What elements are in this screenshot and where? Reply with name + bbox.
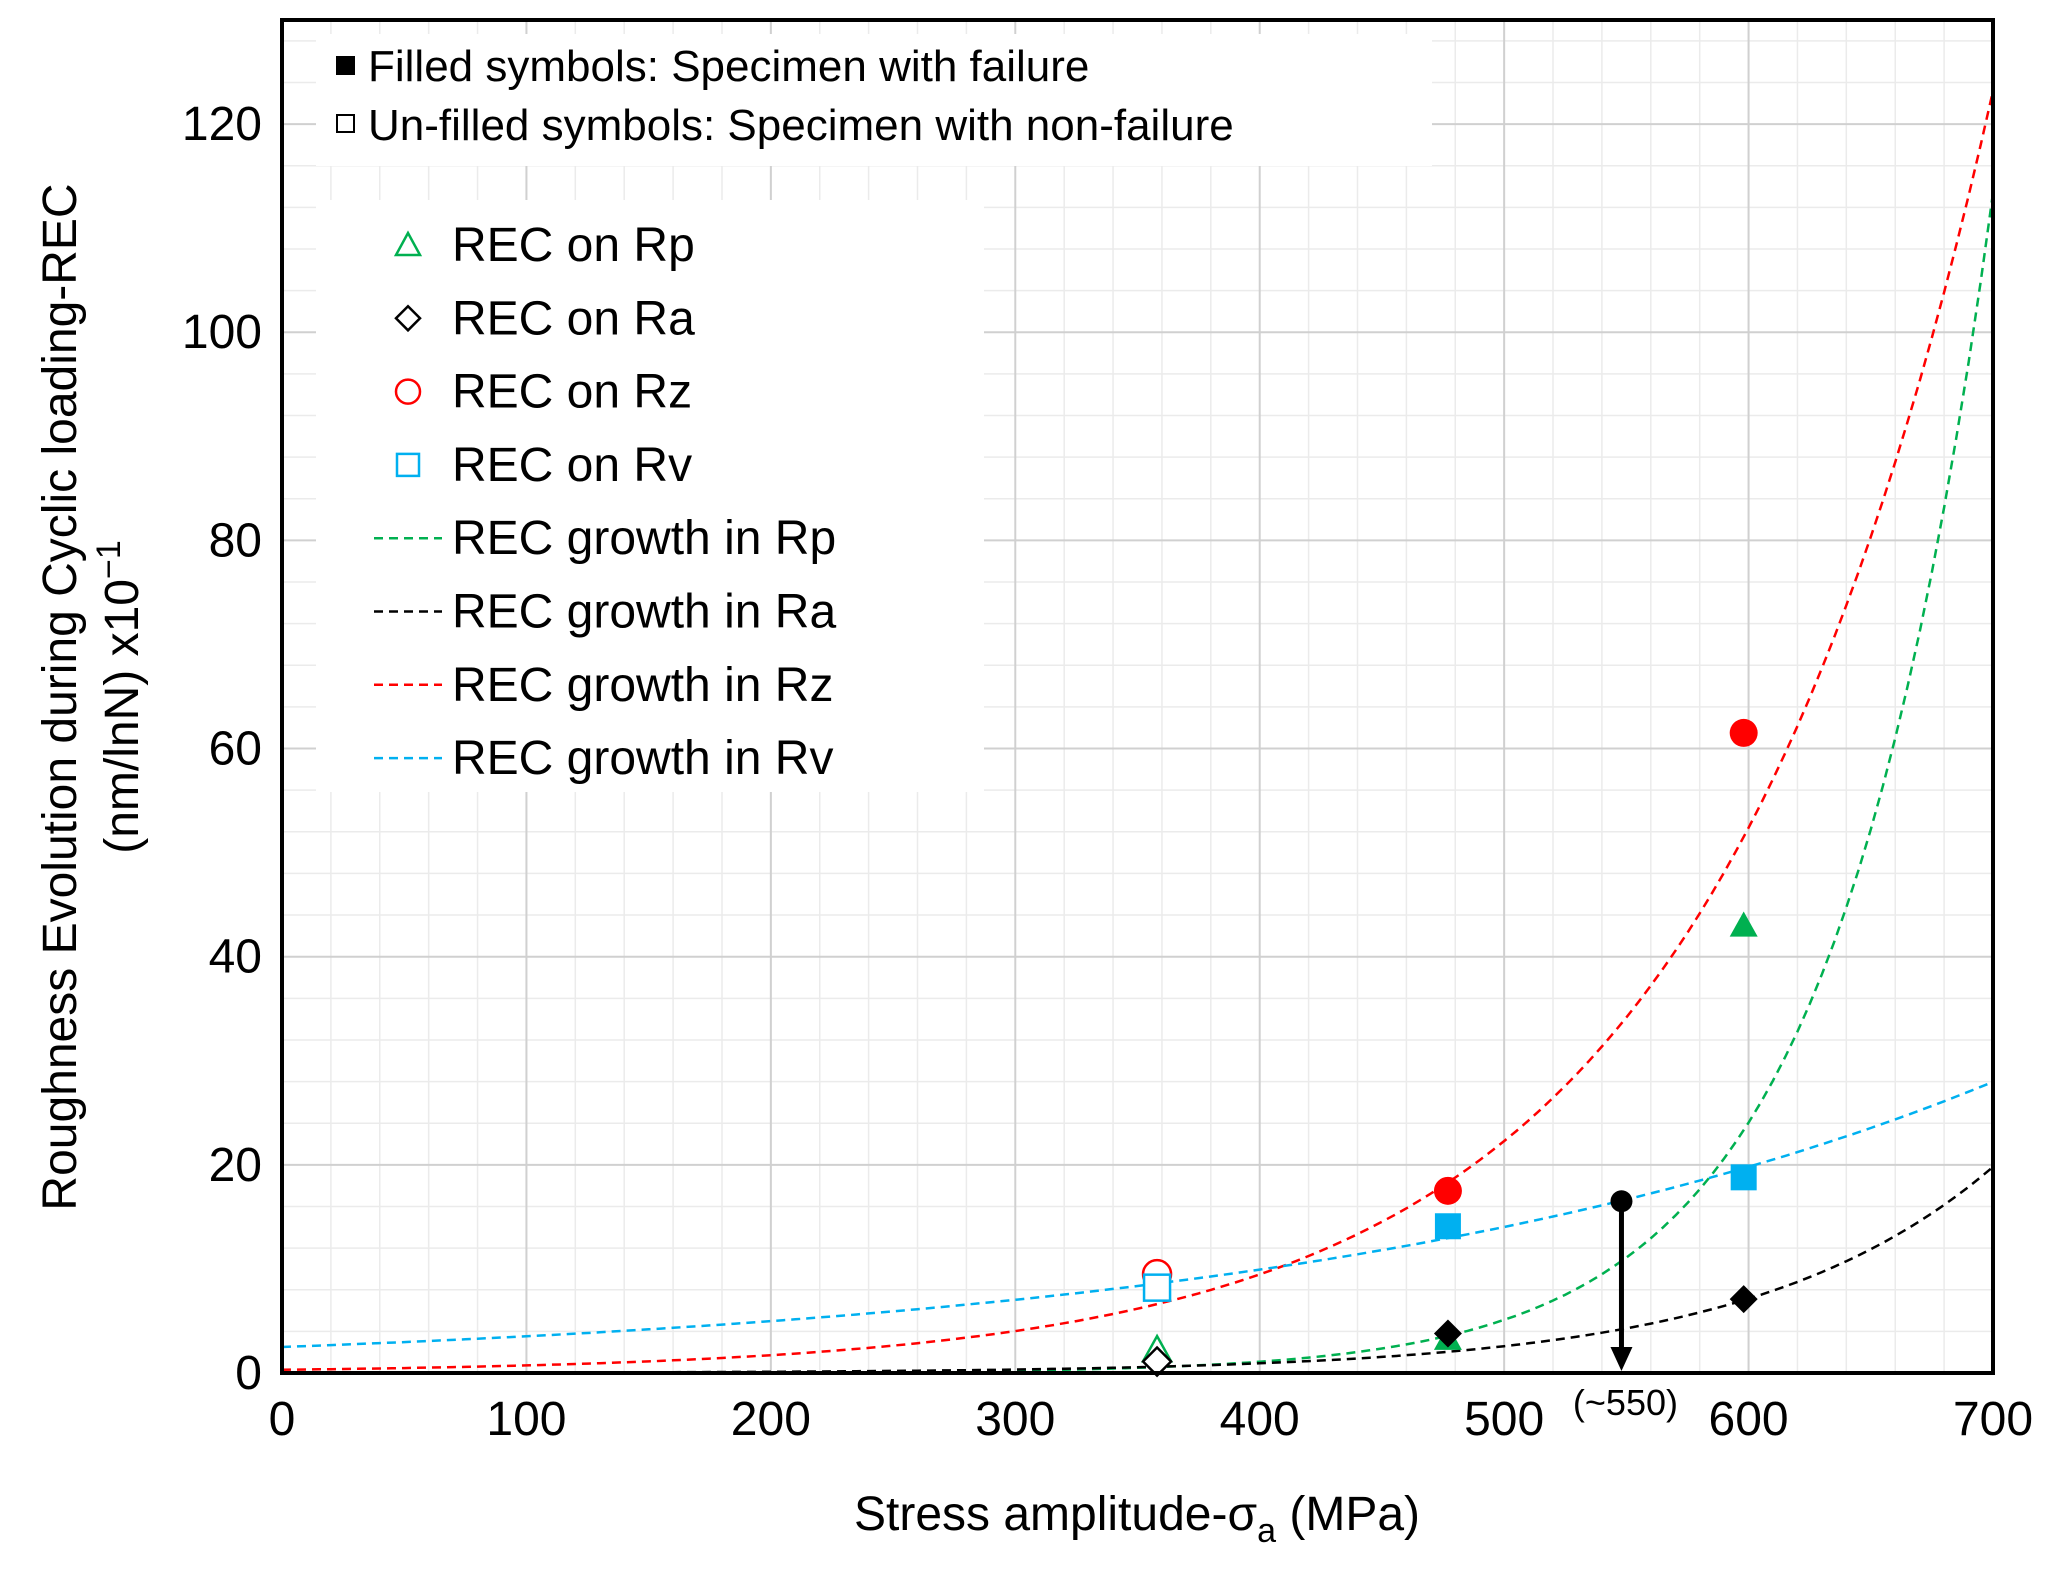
legend-marker-Ra [394, 304, 422, 333]
annotation-layer: (~550) [1573, 1190, 1678, 1423]
point-Rv [1434, 1213, 1461, 1240]
legend-entries: REC on Rp REC on Ra REC on Rz REC on Rv REC … [374, 219, 836, 785]
trendline-Rv [281, 1080, 1994, 1349]
legend-label-growth-Ra: REC growth in Ra [452, 586, 836, 639]
x-tick-label: 500 [1464, 1393, 1544, 1446]
x-tick-label: 100 [486, 1393, 566, 1446]
x-tick-label: 300 [975, 1393, 1055, 1446]
point-Rv [1142, 1273, 1172, 1302]
y-tick-label: 120 [182, 98, 262, 151]
point-Ra [1141, 1345, 1173, 1378]
y-tick-label: 100 [182, 306, 262, 359]
legend-note-unfilled: Un-filled symbols: Specimen with non-fai… [336, 101, 1234, 150]
plot-area-border [280, 18, 1995, 1375]
annotation-label: (~550) [1573, 1382, 1678, 1423]
x-tick-label: 600 [1709, 1393, 1789, 1446]
legend-label-growth-Rz: REC growth in Rz [452, 659, 833, 712]
marker-layer [1140, 718, 1758, 1378]
y-axis-title-line2: (nm/lnN) x10−1 [90, 540, 149, 854]
legend-label-growth-Rv: REC growth in Rv [452, 732, 833, 785]
point-Rz [1433, 1176, 1462, 1205]
y-tick-label: 60 [209, 723, 262, 776]
y-axis-title-line1: Roughness Evolution during Cyclic loadin… [34, 183, 87, 1210]
legend-note-background [316, 34, 1432, 166]
unfilled-square-icon [336, 114, 355, 133]
x-tick-label: 700 [1953, 1393, 2033, 1446]
x-tick-labels: 0 100 200 300 400 500 600 700 [269, 1393, 2033, 1446]
filled-square-icon [336, 56, 355, 75]
legend-marker-Rp [393, 230, 423, 257]
legend-background [316, 200, 984, 792]
y-tick-label: 0 [235, 1347, 262, 1400]
y-tick-label: 20 [209, 1139, 262, 1192]
point-Rp [1729, 911, 1758, 937]
legend-marker-Rv [395, 452, 421, 478]
legend-label-Rp: REC on Rp [452, 219, 695, 272]
legend-note-unfilled-text: Un-filled symbols: Specimen with non-fai… [368, 101, 1234, 150]
legend [316, 34, 1432, 792]
trendline-Rz [281, 90, 1995, 1372]
legend-label-Ra: REC on Ra [452, 292, 695, 345]
x-axis-title: Stress amplitude-σa (MPa) [854, 1488, 1420, 1550]
legend-note-filled: Filled symbols: Specimen with failure [336, 42, 1089, 91]
x-tick-label: 0 [269, 1393, 296, 1446]
y-tick-label: 40 [209, 931, 262, 984]
y-tick-labels: 0 20 40 60 80 100 120 [182, 98, 262, 1400]
y-tick-label: 80 [209, 514, 262, 567]
legend-note-filled-text: Filled symbols: Specimen with failure [368, 42, 1089, 91]
annotation-arrowhead [1610, 1347, 1633, 1371]
point-Ra [1433, 1319, 1462, 1348]
annotation-point [1610, 1190, 1633, 1213]
point-Rv [1730, 1164, 1757, 1191]
x-tick-label: 200 [731, 1393, 811, 1446]
legend-label-growth-Rp: REC growth in Rp [452, 512, 836, 565]
x-tick-label: 400 [1220, 1393, 1300, 1446]
point-Ra [1729, 1285, 1758, 1314]
legend-label-Rz: REC on Rz [452, 366, 692, 419]
trendline-Ra [282, 1165, 1994, 1375]
point-Rz [1729, 718, 1758, 747]
legend-marker-Rz [394, 378, 422, 405]
legend-label-Rv: REC on Rv [452, 439, 692, 492]
